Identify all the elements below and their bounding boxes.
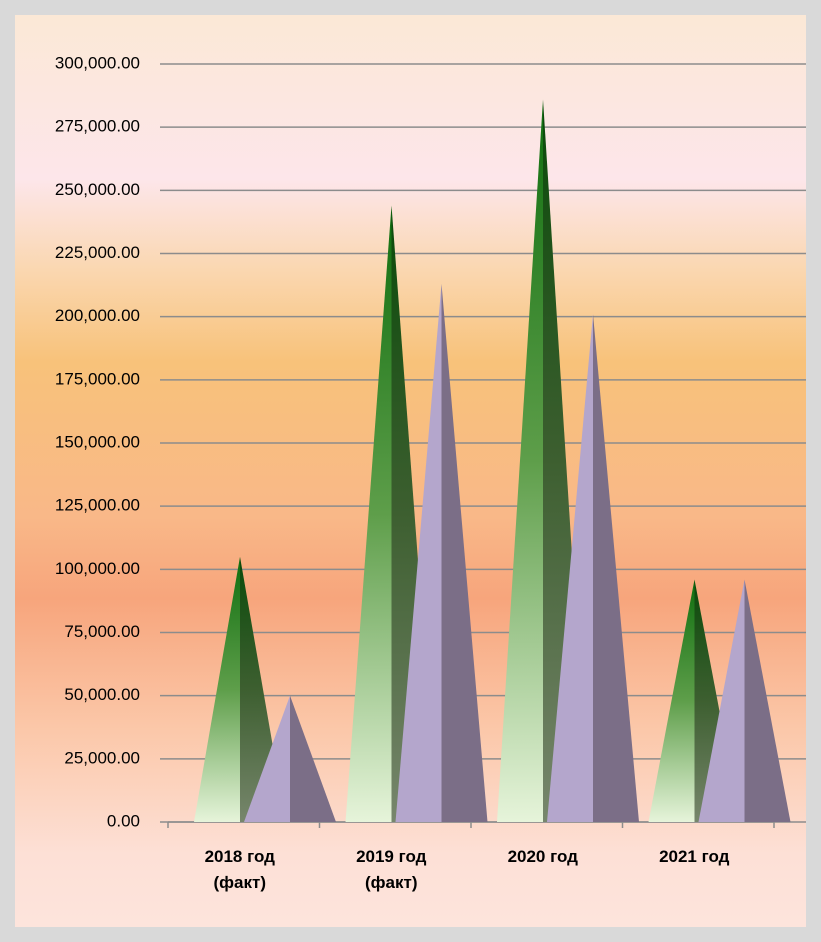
pyramid-face-light xyxy=(345,205,392,822)
pyramid-face-light xyxy=(648,579,695,822)
y-tick-label: 250,000.00 xyxy=(55,180,140,199)
pyramid xyxy=(698,579,791,822)
pyramid xyxy=(244,695,336,822)
pyramid-face-dark xyxy=(441,283,488,822)
y-tick-label: 300,000.00 xyxy=(55,53,140,72)
chart-area: 0.00 25,000.00 50,000.00 75,000.00 100,000.0… xyxy=(15,15,806,927)
y-tick-label: 100,000.00 xyxy=(55,559,140,578)
y-tick-label: 50,000.00 xyxy=(64,685,140,704)
y-tick-label: 25,000.00 xyxy=(64,748,140,767)
pyramid xyxy=(547,314,639,822)
pyramid xyxy=(345,205,438,822)
y-tick-label: 75,000.00 xyxy=(64,622,140,641)
x-tick-label: 2018 год (факт) xyxy=(204,847,275,892)
x-tick-label: 2021 год xyxy=(659,847,730,866)
pyramid-face-dark xyxy=(744,579,791,822)
y-tick-label: 150,000.00 xyxy=(55,432,140,451)
pyramid-face-dark xyxy=(240,556,286,822)
pyramid-face-light xyxy=(497,99,543,822)
pyramid-face-light xyxy=(244,695,290,822)
pyramid xyxy=(194,556,286,822)
pyramid-face-dark xyxy=(391,205,438,822)
chart: 0.00 25,000.00 50,000.00 75,000.00 100,000.0… xyxy=(55,53,806,830)
pyramid-face-light xyxy=(547,314,593,822)
pyramid-face-dark xyxy=(290,695,336,822)
x-tick-label: 2019 год (факт) xyxy=(356,847,427,892)
pyramid xyxy=(395,283,488,822)
pyramid-face-light xyxy=(194,556,240,822)
y-tick-label: 275,000.00 xyxy=(55,117,140,136)
pyramid-face-light xyxy=(698,579,745,822)
pyramid-face-light xyxy=(395,283,442,822)
y-tick-label: 125,000.00 xyxy=(55,496,140,515)
pyramid xyxy=(648,579,741,822)
y-tick-label: 175,000.00 xyxy=(55,369,140,388)
pyramid-face-dark xyxy=(694,579,741,822)
pyramid-face-dark xyxy=(593,314,639,822)
y-tick-label: 200,000.00 xyxy=(55,306,140,325)
y-tick-label: 225,000.00 xyxy=(55,243,140,262)
x-tick-label: 2020 год xyxy=(507,847,578,866)
y-tick-label: 0.00 xyxy=(107,811,140,830)
